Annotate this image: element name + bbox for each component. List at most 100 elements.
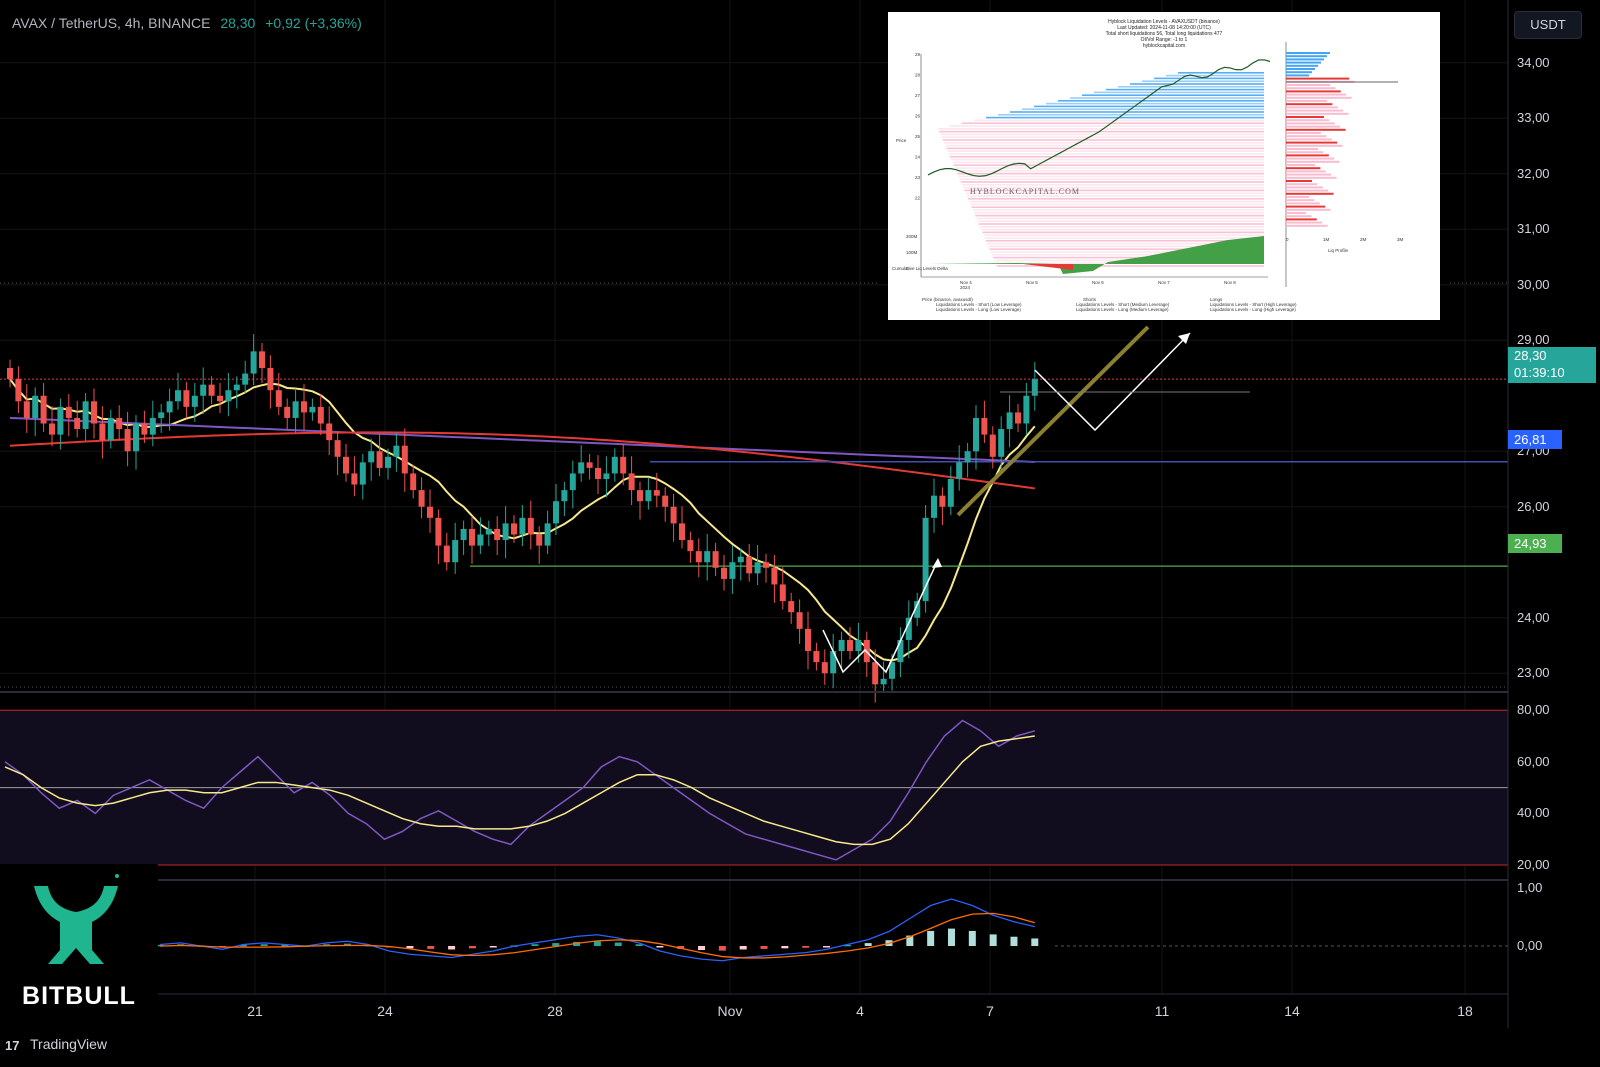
candle-body: [208, 384, 215, 396]
inset-legend-item: Longs: [1210, 297, 1223, 302]
inset-profile-bar: [1286, 84, 1330, 86]
candle-body: [32, 395, 39, 418]
candle-body: [931, 495, 937, 518]
inset-profile-tick: 1M: [1323, 237, 1330, 242]
price-chart[interactable]: [0, 0, 1600, 1030]
inset-liq-band: [966, 195, 1264, 197]
candle-body: [712, 551, 719, 568]
candle-body: [116, 417, 123, 430]
inset-y-tick: 22: [915, 196, 921, 201]
candle-body: [149, 417, 156, 435]
inset-legend-item: Liquidations Levels - Short (Medium Leve…: [1076, 302, 1170, 307]
inset-liq-band: [964, 189, 1264, 192]
inset-cum-axis-label: Cumulative Liq Levels Delta: [892, 266, 948, 271]
inset-title: Hyblock Liquidation Levels - AVAXUSDT (b…: [888, 19, 1440, 49]
inset-x-tick: Nov 7: [1158, 280, 1170, 285]
inset-liq-band: [974, 119, 1264, 122]
rsi-axis-label: 20,00: [1517, 857, 1550, 872]
inset-legend-item: Shorts: [1083, 297, 1097, 302]
inset-x-tick: Nov 8: [1224, 280, 1236, 285]
candle-body: [754, 562, 761, 574]
candle-body: [57, 406, 64, 435]
time-axis-label: 21: [247, 1003, 263, 1019]
currency-button[interactable]: USDT: [1514, 11, 1582, 39]
candle-body: [889, 662, 895, 679]
inset-liq-band: [950, 156, 1264, 158]
inset-title-line: Hyblock Liquidation Levels - AVAXUSDT (b…: [1108, 19, 1220, 25]
inset-liq-band: [951, 158, 1264, 161]
inset-profile-bar: [1286, 103, 1333, 106]
inset-profile-bar: [1286, 148, 1318, 150]
candle-body: [477, 534, 484, 546]
inset-y-tick: 25: [915, 134, 921, 139]
inset-liq-band: [1058, 100, 1264, 102]
candle-body: [343, 456, 349, 474]
macd-histogram-bar: [760, 946, 768, 949]
candle-body: [107, 417, 114, 441]
inset-cum-tick: 200M: [906, 234, 918, 239]
candle-body: [553, 501, 559, 524]
candle-body: [880, 678, 887, 685]
candle-body: [443, 545, 450, 563]
inset-liq-band: [962, 122, 1264, 124]
price-axis-label: 23,00: [1517, 665, 1550, 681]
inset-profile-bar: [1286, 212, 1306, 214]
inset-liq-band: [944, 142, 1264, 144]
macd-histogram-bar: [656, 946, 664, 948]
candle-body: [158, 412, 165, 418]
inset-profile-bar: [1286, 164, 1315, 166]
inset-y-tick: 29: [915, 52, 921, 57]
candle-body: [611, 456, 618, 474]
inset-profile-bar: [1286, 71, 1312, 74]
inset-liq-band: [968, 198, 1264, 200]
blue-level-tag: 26,81: [1508, 430, 1562, 449]
inset-chart: 29 28 27 26 25 24 23 22 Nov 4 Nov 5 Nov 6 Nov 7 Nov …: [892, 42, 1404, 290]
candle-body: [393, 445, 400, 457]
inset-liq-band: [938, 128, 1264, 130]
inset-liq-band: [981, 228, 1264, 231]
tradingview-icon: 17: [5, 1038, 20, 1053]
inset-profile-bar: [1286, 109, 1344, 112]
price-axis-label: 31,00: [1517, 221, 1550, 237]
inset-liq-band: [986, 116, 1264, 119]
bar-countdown: 01:39:10: [1514, 365, 1565, 380]
inset-liq-band: [957, 172, 1264, 175]
candle-body: [872, 662, 879, 685]
platform-name[interactable]: TradingView: [30, 1036, 108, 1052]
candle-body: [511, 523, 517, 535]
rsi-signal-line: [4, 735, 1035, 846]
candle-body: [586, 462, 593, 468]
candle-body: [645, 490, 652, 502]
inset-x-tick: Nov 4: [960, 280, 972, 285]
time-axis-label: 18: [1457, 1003, 1473, 1019]
inset-liq-band: [972, 209, 1264, 211]
candle-body: [317, 406, 324, 424]
inset-profile-bar: [1286, 186, 1323, 189]
candle-body: [250, 351, 257, 374]
inset-liq-band: [992, 254, 1264, 256]
time-axis-label: 4: [856, 1003, 864, 1019]
macd-histogram-bar: [531, 944, 539, 946]
time-axis-label: Nov: [717, 1003, 743, 1019]
candle-body: [133, 423, 139, 452]
inset-profile-bar: [1286, 167, 1321, 170]
projection-arrowhead: [1178, 333, 1190, 344]
candle-body: [284, 406, 291, 418]
candle-body: [704, 551, 711, 563]
candle-body: [519, 517, 526, 535]
inset-profile-bar: [1286, 93, 1347, 96]
inset-profile-bar: [1286, 96, 1352, 99]
time-axis-label: 7: [986, 1003, 994, 1019]
projection-path: [1034, 332, 1191, 432]
inset-cum-tick: 100M: [906, 250, 918, 255]
candle-body: [981, 417, 988, 435]
candle-body: [82, 401, 89, 430]
inset-profile-bar: [1286, 128, 1346, 131]
inset-liq-band: [962, 184, 1264, 186]
candle-body: [200, 384, 207, 396]
inset-legend-item: Liquidations Levels - Short (Low Leverag…: [936, 302, 1022, 307]
candle-body: [939, 495, 946, 507]
candle-body: [595, 467, 601, 479]
inset-y-tick: 23: [915, 175, 921, 180]
candle-body: [805, 628, 811, 652]
